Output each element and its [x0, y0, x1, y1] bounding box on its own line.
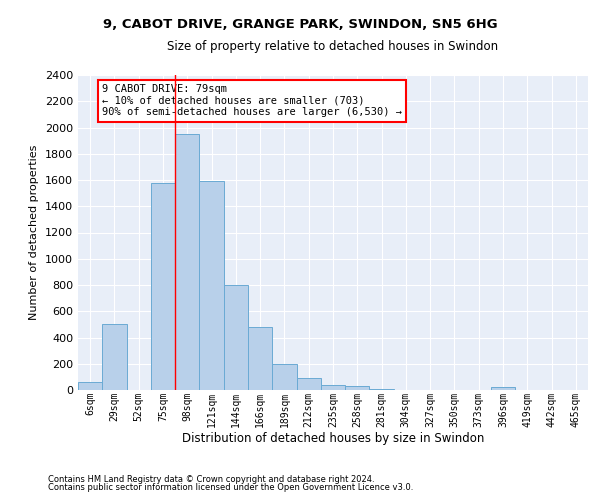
Bar — [199, 182, 224, 390]
Bar — [224, 285, 248, 390]
Text: Contains HM Land Registry data © Crown copyright and database right 2024.: Contains HM Land Registry data © Crown c… — [48, 475, 374, 484]
Bar — [491, 387, 515, 390]
Bar — [248, 327, 272, 390]
Bar — [321, 386, 345, 390]
X-axis label: Distribution of detached houses by size in Swindon: Distribution of detached houses by size … — [182, 432, 484, 445]
Bar — [345, 386, 370, 390]
Bar — [102, 324, 127, 390]
Bar — [78, 382, 102, 390]
Bar — [296, 378, 321, 390]
Title: Size of property relative to detached houses in Swindon: Size of property relative to detached ho… — [167, 40, 499, 53]
Text: 9 CABOT DRIVE: 79sqm
← 10% of detached houses are smaller (703)
90% of semi-deta: 9 CABOT DRIVE: 79sqm ← 10% of detached h… — [102, 84, 402, 117]
Y-axis label: Number of detached properties: Number of detached properties — [29, 145, 40, 320]
Text: Contains public sector information licensed under the Open Government Licence v3: Contains public sector information licen… — [48, 484, 413, 492]
Bar — [151, 182, 175, 390]
Text: 9, CABOT DRIVE, GRANGE PARK, SWINDON, SN5 6HG: 9, CABOT DRIVE, GRANGE PARK, SWINDON, SN… — [103, 18, 497, 30]
Bar — [175, 134, 199, 390]
Bar — [370, 388, 394, 390]
Bar — [272, 364, 296, 390]
